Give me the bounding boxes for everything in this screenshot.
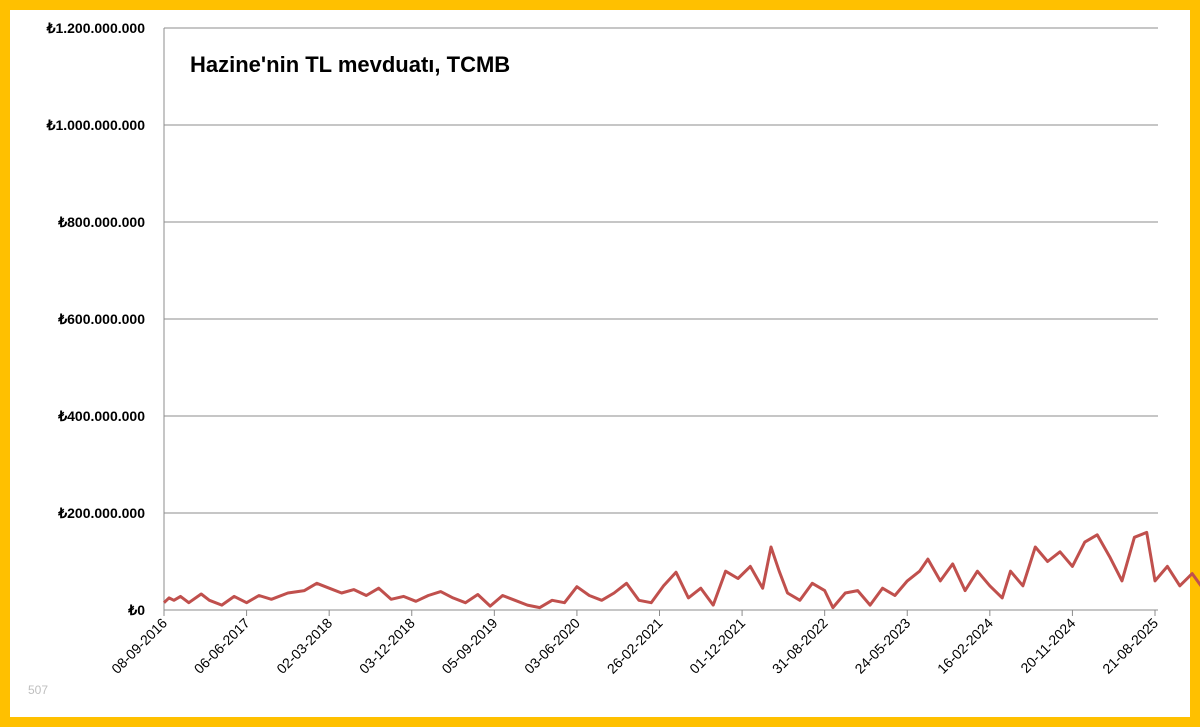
y-tick-label: ₺400.000.000 [57, 408, 145, 424]
x-tick-label: 03-06-2020 [521, 615, 583, 677]
series-line [162, 530, 1200, 610]
x-tick-label: 08-09-2016 [108, 615, 170, 677]
y-tick-label: ₺600.000.000 [57, 311, 145, 327]
gridlines [164, 27, 1158, 514]
x-tick-label: 06-06-2017 [191, 615, 253, 677]
y-tick-label: ₺1.000.000.000 [46, 117, 146, 133]
x-tick-label: 03-12-2018 [356, 615, 418, 677]
y-tick-label: ₺0 [127, 602, 145, 618]
x-tick-label: 21-08-2025 [1099, 615, 1161, 677]
x-tick-label: 02-03-2018 [273, 615, 335, 677]
x-tick-label: 20-11-2024 [1017, 615, 1078, 676]
y-tick-label: ₺1.200.000.000 [46, 20, 146, 36]
x-tick-label: 05-09-2019 [438, 615, 500, 677]
x-tick-label: 24-05-2023 [851, 615, 913, 677]
y-axis-ticks: ₺0 ₺200.000.000 ₺400.000.000 ₺600.000.000 ₺8… [46, 20, 146, 618]
x-axis-ticks: 08-09-2016 06-06-2017 02-03-2018 03-12-2018… [108, 610, 1161, 677]
chart-title: Hazine'nin TL mevduatı, TCMB [190, 52, 510, 77]
y-tick-label: ₺200.000.000 [57, 505, 145, 521]
y-tick-label: ₺800.000.000 [57, 214, 145, 230]
x-tick-label: 01-12-2021 [686, 615, 748, 677]
x-tick-label: 16-02-2024 [934, 615, 996, 677]
x-tick-label: 31-08-2022 [769, 615, 831, 677]
corner-label: 507 [28, 683, 48, 697]
x-tick-label: 26-02-2021 [604, 615, 666, 677]
